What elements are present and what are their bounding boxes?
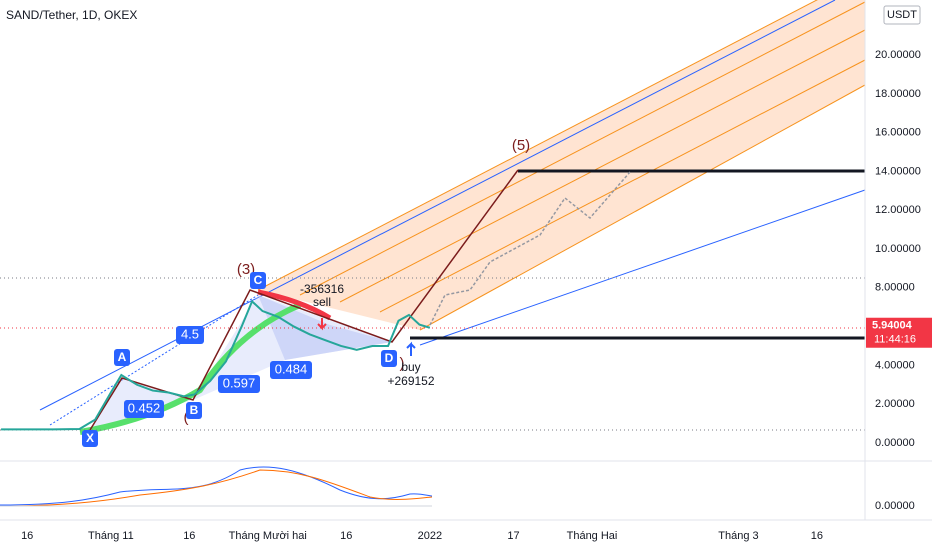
buy-arrow [406,341,416,356]
pattern [90,295,392,430]
trend-line [419,189,866,346]
y-tick-label: 16.00000 [875,127,921,139]
order-label: sell [313,295,331,309]
order-label: -356316 [300,282,344,296]
x-tick-label: 16 [21,530,33,542]
point-labels: A B C D X 4.5 0.452 0.597 0.484 [82,272,397,447]
point-label: X [86,431,94,445]
y-tick-label: 2.00000 [875,398,915,410]
order-label: +269152 [387,374,434,388]
y-tick-label: 12.00000 [875,204,921,216]
pitchfork-band [258,0,865,330]
x-tick-label: 17 [507,530,519,542]
highlight [257,289,332,321]
y-tick-label: 14.00000 [875,165,921,177]
wave-label: (5) [512,137,530,154]
price-line [1,299,431,431]
point-label: B [190,403,199,417]
x-tick-label: 16 [183,530,195,542]
y-tick-label: 10.00000 [875,243,921,255]
y-tick-label: 8.00000 [875,282,915,294]
wave-label: ) [400,355,405,372]
x-tick-label: Tháng 11 [88,530,134,542]
ratio-label: 4.5 [181,326,199,341]
x-tick-label: 2022 [418,530,442,542]
x-tick-label: 16 [340,530,352,542]
trend-line [49,294,259,426]
signal-line [0,469,433,507]
currency[interactable]: USDT [887,9,917,21]
wave-label: ( [184,409,189,426]
sell-arrow [317,318,327,331]
projection [429,171,631,326]
trend-line [39,0,836,411]
x-tick-label: Tháng 3 [718,530,758,542]
indicator-tick-label: 0.00000 [875,500,915,512]
countdown: 11:44:16 [874,334,916,346]
last-price: 5.94004 [872,320,913,332]
ratio-label: 0.597 [223,375,256,390]
macd-line [0,466,433,506]
point-label: C [254,273,263,287]
ratio-label: 0.484 [275,361,308,376]
y-tick-label: 4.00000 [875,359,915,371]
y-tick-label: 20.00000 [875,49,921,61]
chart-title: SAND/Tether, 1D, OKEX [6,8,137,22]
ratio-label: 0.452 [128,400,161,415]
y-tick-label: 18.00000 [875,88,921,100]
order-label: buy [401,360,420,374]
point-label: A [118,350,127,364]
x-tick-label: 16 [811,530,823,542]
x-tick-label: Tháng Mười hai [229,530,307,542]
point-label: D [385,351,394,365]
wave-line [89,169,519,431]
x-tick-label: Tháng Hai [567,530,618,542]
price-badge [866,317,932,348]
y-tick-label: 0.00000 [875,437,915,449]
pitchfork-lines [257,0,866,331]
currency-badge[interactable] [883,5,921,25]
